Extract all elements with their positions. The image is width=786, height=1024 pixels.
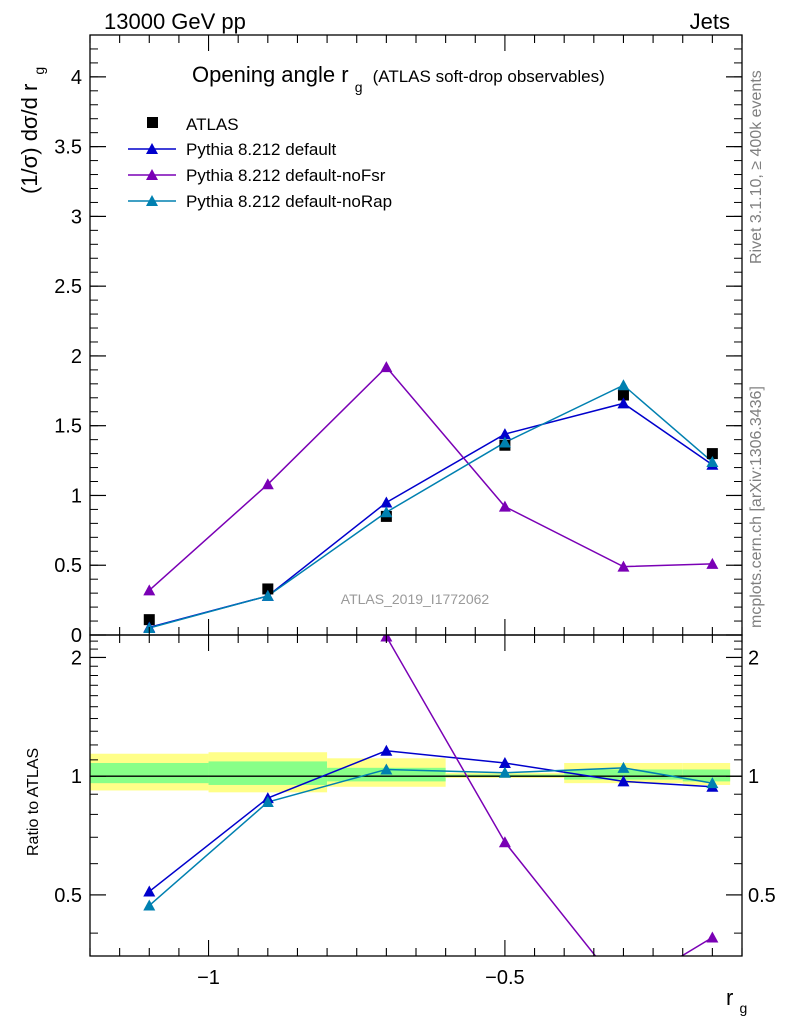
ytick-label: 3 [71, 206, 82, 228]
legend-entry-norap: Pythia 8.212 default-noRap [128, 192, 392, 211]
ratio-line-default [148, 749, 713, 893]
legend-entry-default: Pythia 8.212 default [128, 140, 337, 159]
ratio-lines [148, 635, 713, 956]
ratio-ytick-label: 2 [71, 647, 82, 669]
ytick-label: 0 [71, 625, 82, 647]
ratio-ytick-label-right: 1 [748, 766, 759, 788]
series-line-noFsr [148, 365, 713, 591]
ratio-ytick-label-right: 2 [748, 647, 759, 669]
ratio-point-noRap [261, 796, 274, 808]
xtick-label: −1 [197, 967, 220, 989]
main-ylabel-sub: g [31, 67, 47, 75]
chart-title-suffix: (ATLAS soft-drop observables) [373, 67, 605, 86]
chart-title: Opening angle r g (ATLAS soft-drop obser… [192, 62, 605, 97]
ytick-label: 1 [71, 485, 82, 507]
ytick-label: 4 [71, 67, 82, 89]
ratio-point-default [380, 744, 393, 756]
data-point-default [617, 397, 630, 409]
main-plot-lines [148, 365, 713, 629]
data-point-noFsr [498, 500, 511, 512]
legend-label-norap: Pythia 8.212 default-noRap [186, 192, 392, 211]
ratio-point-noRap [380, 763, 393, 775]
data-point-noRap [261, 589, 274, 601]
ratio-point-noFsr [498, 836, 511, 848]
xlabel-text: r [726, 985, 733, 1010]
main-plot-ytick-labels: 0 0.5 1 1.5 2 2.5 3 3.5 4 [54, 67, 82, 647]
data-point-noRap [498, 436, 511, 448]
ratio-point-default [143, 885, 156, 897]
ratio-line-noFsr [381, 635, 713, 956]
ratio-markers [143, 635, 719, 943]
ratio-ytick-labels: 0.5 0.5 1 1 2 2 [54, 647, 776, 906]
legend-label-default: Pythia 8.212 default [186, 140, 337, 159]
ratio-point-default [617, 775, 630, 787]
ytick-label: 3.5 [54, 137, 82, 159]
legend-marker-atlas [147, 117, 158, 128]
data-point-default [380, 496, 393, 508]
legend-entry-atlas: ATLAS [147, 115, 239, 134]
legend-label-atlas: ATLAS [186, 115, 239, 134]
data-point-noFsr [380, 361, 393, 373]
data-point-atlas [143, 614, 155, 626]
data-point-noFsr [143, 584, 156, 596]
header-left: 13000 GeV pp [104, 9, 246, 34]
ytick-label: 1.5 [54, 416, 82, 438]
ytick-label: 0.5 [54, 555, 82, 577]
legend-marker-norap [146, 195, 158, 206]
ratio-uncertainty-bands [90, 752, 731, 793]
data-point-default [498, 428, 511, 440]
data-point-noRap [380, 506, 393, 518]
ratio-ytick-label: 0.5 [54, 885, 82, 907]
data-point-noRap [617, 379, 630, 391]
ratio-line-noRap [148, 767, 713, 907]
legend: ATLAS Pythia 8.212 default Pythia 8.212 … [128, 115, 392, 211]
legend-label-nofsr: Pythia 8.212 default-noFsr [186, 166, 386, 185]
data-point-noFsr [706, 557, 719, 569]
ratio-point-noRap [498, 766, 511, 778]
data-point-noFsr [617, 560, 630, 572]
ytick-label: 2.5 [54, 276, 82, 298]
ratio-point-noRap [143, 899, 156, 911]
data-point-atlas [617, 389, 629, 401]
band-inner [682, 769, 731, 782]
ratio-point-noFsr [706, 931, 719, 943]
header-right: Jets [690, 9, 730, 34]
xtick-label: −0.5 [485, 967, 524, 989]
ratio-xtick-labels: −1 −0.5 [197, 967, 525, 989]
ytick-label: 2 [71, 346, 82, 368]
main-ylabel-text: (1/σ) dσ/d r [17, 84, 42, 194]
chart-title-sub: g [355, 79, 363, 95]
ratio-plot-frame [89, 634, 743, 957]
ratio-plot-ticks [89, 635, 743, 956]
legend-entry-nofsr: Pythia 8.212 default-noFsr [128, 166, 386, 185]
ratio-point-noRap [617, 761, 630, 773]
legend-marker-default [146, 143, 158, 154]
ratio-ytick-label-right: 0.5 [748, 885, 776, 907]
main-plot-markers [143, 361, 719, 634]
data-point-atlas [262, 583, 274, 595]
band-inner [564, 769, 683, 780]
analysis-label: ATLAS_2019_I1772062 [341, 591, 490, 607]
mcplots-label: mcplots.cern.ch [arXiv:1306.3436] [748, 386, 765, 628]
ratio-plot-panel: 0.5 0.5 1 1 2 2 −1 −0.5 Ratio to ATLAS r g [25, 634, 776, 1016]
series-line-noRap [149, 384, 713, 629]
chart-title-main: Opening angle r [192, 62, 349, 87]
data-point-atlas [706, 448, 718, 460]
ratio-point-noRap [706, 777, 719, 789]
main-plot-ticks [89, 34, 743, 636]
band-inner [208, 761, 328, 785]
ratio-point-default [498, 756, 511, 768]
data-point-noRap [706, 455, 719, 467]
band-inner [90, 762, 209, 784]
main-plot-panel: 0 0.5 1 1.5 2 2.5 3 3.5 4 Opening angle r g (ATL… [17, 34, 743, 647]
ratio-ylabel: Ratio to ATLAS [25, 748, 42, 856]
main-ylabel: (1/σ) dσ/d r g [17, 67, 47, 194]
ratio-ytick-label: 1 [71, 766, 82, 788]
xlabel: r g [726, 985, 747, 1016]
legend-marker-nofsr [146, 169, 158, 180]
data-point-noFsr [261, 478, 274, 490]
rivet-label: Rivet 3.1.10, ≥ 400k events [748, 70, 765, 264]
xlabel-sub: g [739, 1000, 747, 1016]
